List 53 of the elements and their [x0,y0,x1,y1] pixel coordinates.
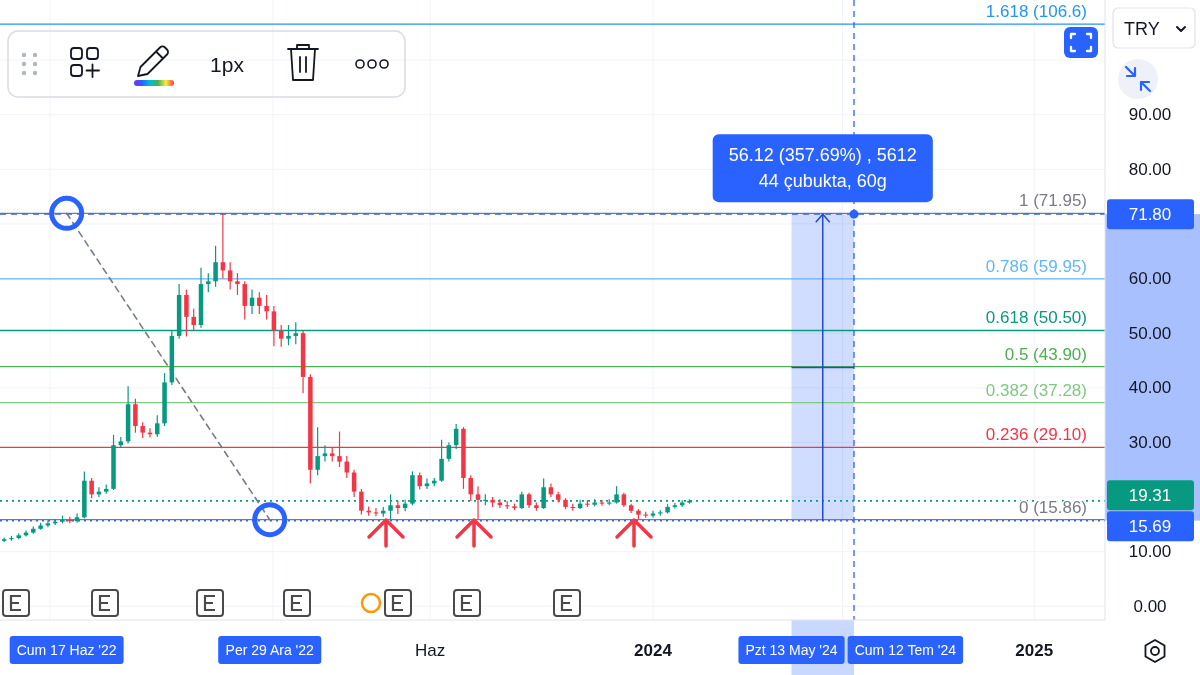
x-tick-label: 2025 [1015,640,1054,660]
ref-line-label: 1 (71.95) [1018,191,1087,211]
ref-line-label: Cum 12 Tem '24 [854,642,957,658]
ref-line-label: 0.236 (29.10) [985,425,1087,445]
candlestick [235,272,240,296]
y-tick-label: 40.00 [1128,378,1172,398]
candlestick [315,426,320,476]
y-tick-label: 10.00 [1128,542,1172,562]
y-tick-label: 80.00 [1128,159,1172,179]
candlestick [257,291,262,315]
annotation: 56.12 (357.69%) , 5612 44 çubukta, 60g [728,145,917,192]
ref-line-label: 0 (15.86) [1018,497,1087,517]
candlestick [206,272,211,293]
x-tick-label: 2024 [634,640,673,660]
y-tick-label: 0.00 [1133,596,1167,616]
ref-line-label: 0.786 (59.95) [985,256,1087,276]
x-tick-label: Cum 17 Haz '22 [16,642,117,658]
candlestick [191,308,196,332]
annotation: 1px [210,52,245,76]
candlestick [322,444,328,463]
y-tick-label: 90.00 [1128,105,1172,125]
ref-line-label: 0.382 (37.28) [985,380,1087,400]
candlestick [475,485,481,521]
candlestick [672,502,678,510]
y-tick-label: 60.00 [1128,269,1172,289]
x-tick-label: Haz [415,640,446,660]
candlestick [359,488,364,516]
candlestick [213,245,218,288]
candlestick [264,294,269,321]
ref-line-label: 0.5 (43.90) [1004,344,1087,364]
candlestick [89,477,94,499]
candlestick [424,477,430,490]
candlestick [227,261,233,291]
candlestick [439,439,444,483]
ref-line-label: 19.31 [1128,485,1172,505]
y-tick-label: 30.00 [1128,432,1172,452]
candlestick [155,414,160,438]
candlestick [468,474,473,502]
candlestick [74,512,80,524]
ref-line-label: 0.618 (50.50) [985,308,1087,328]
candlestick [184,288,189,338]
candlestick [278,324,284,348]
y-axis-title: TRY [1124,19,1160,39]
y-tick-label: 50.00 [1128,323,1172,343]
ref-line-label: 1.618 (106.6) [985,2,1087,22]
ref-line-label: 71.80 [1128,204,1172,224]
candlestick [344,455,350,479]
candlestick [133,398,138,434]
x-tick-label: Per 29 Ara '22 [225,642,315,658]
candlestick [446,441,452,463]
ref-line-label: 15.69 [1128,516,1172,536]
candlestick [242,280,248,321]
x-tick-label: Pzt 13 May '24 [745,642,838,658]
